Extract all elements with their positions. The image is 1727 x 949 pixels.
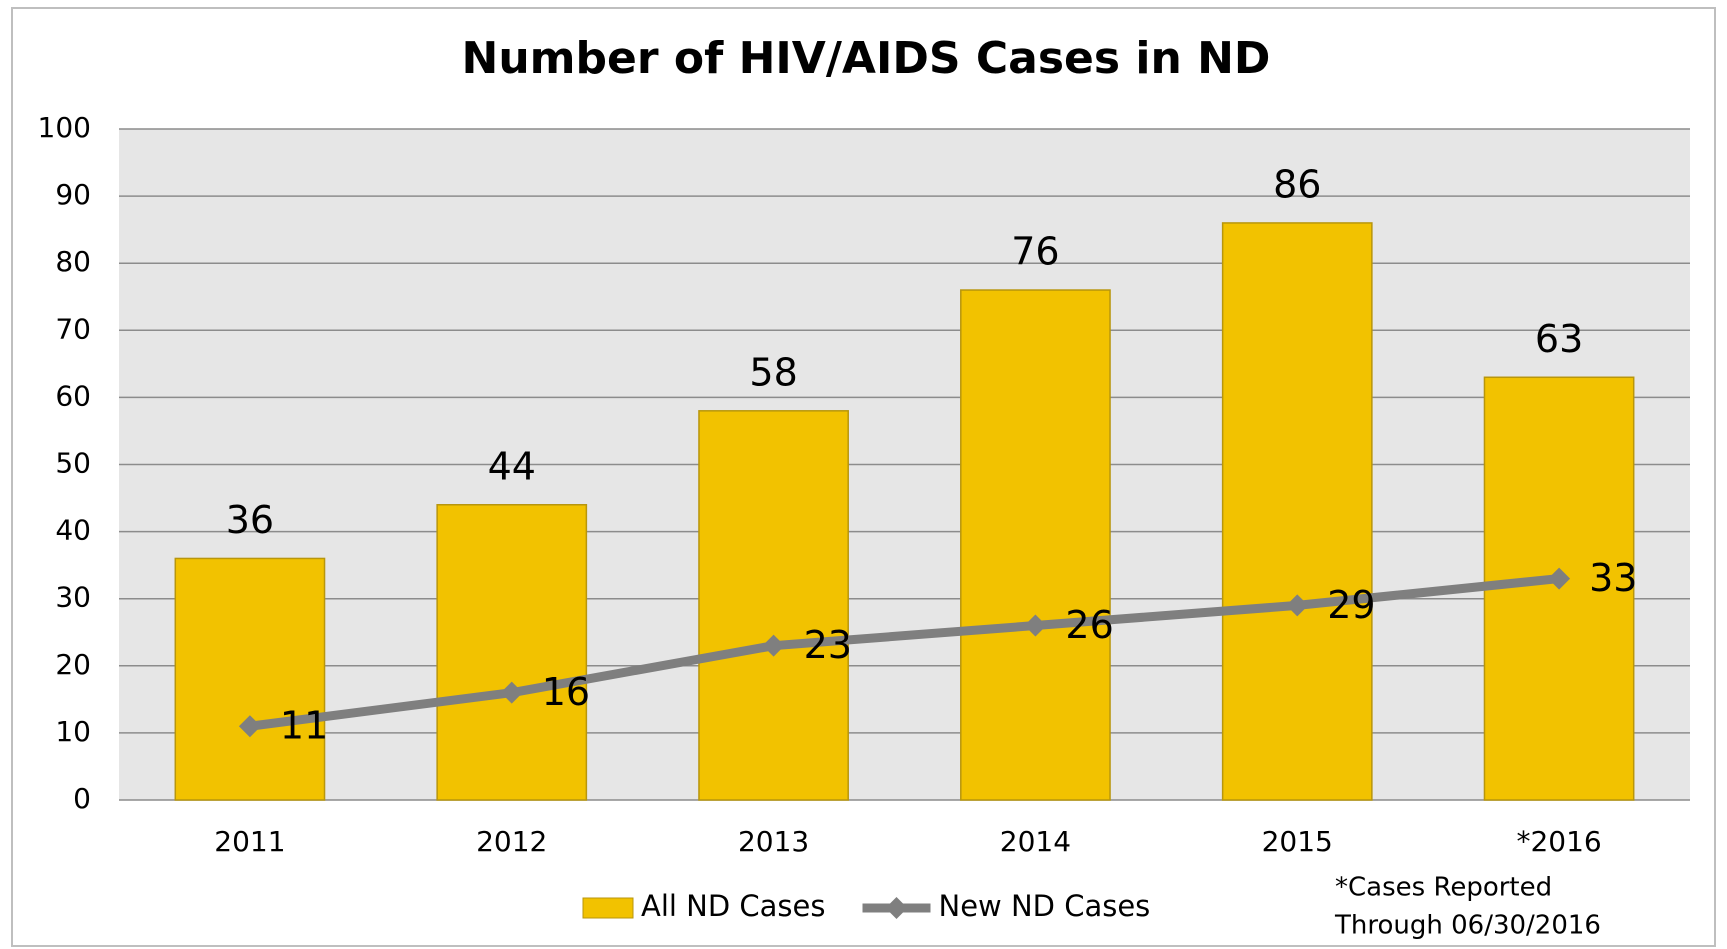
x-tick-label: 2015 [1262,825,1333,858]
bar [960,289,1111,801]
y-tick-label: 50 [55,447,91,480]
x-tick-label: *2016 [1516,825,1601,858]
y-tick-label: 30 [55,581,91,614]
x-tick-label: 2011 [214,825,285,858]
y-tick-label: 60 [55,379,91,412]
y-tick-label: 10 [55,715,91,748]
line-marker [1024,614,1047,637]
bar [1221,222,1373,801]
annotation: *Cases Reported [1335,873,1552,903]
data-label: 16 [542,670,590,714]
y-tick-label: 0 [73,782,91,815]
line-marker [238,715,261,738]
bar [698,410,849,801]
data-label: 58 [749,350,797,394]
y-tick-label: 80 [55,245,91,278]
y-tick-label: 40 [55,514,91,547]
legend-label: New ND Cases [939,889,1151,923]
data-label: 63 [1535,317,1583,361]
bar [174,557,326,801]
line-marker [1286,594,1309,617]
y-tick-label: 20 [55,648,91,681]
data-label: 23 [804,623,852,667]
legend-label: All ND Cases [641,889,826,923]
x-tick-label: 2014 [1000,825,1071,858]
annotation: Through 06/30/2016 [1334,911,1601,941]
data-label: 11 [280,704,328,748]
y-tick-label: 70 [55,312,91,345]
line-marker [1548,567,1571,590]
y-tick-label: 100 [38,111,91,144]
data-label: 33 [1589,556,1637,600]
data-label: 76 [1011,230,1059,274]
data-label: 29 [1327,583,1375,627]
line [249,574,1560,731]
line-marker [762,634,785,657]
line-marker [500,681,523,704]
data-label: 26 [1065,603,1113,647]
data-label: 44 [488,444,536,488]
chart-title: Number of HIV/AIDS Cases in ND [462,33,1271,84]
x-tick-label: 2013 [738,825,809,858]
x-tick-label: 2012 [476,825,547,858]
legend-swatch [582,897,634,919]
legend-marker [885,897,908,919]
y-tick-label: 90 [55,178,91,211]
data-label: 36 [226,498,274,542]
bar [436,504,588,801]
data-label: 86 [1273,162,1321,206]
